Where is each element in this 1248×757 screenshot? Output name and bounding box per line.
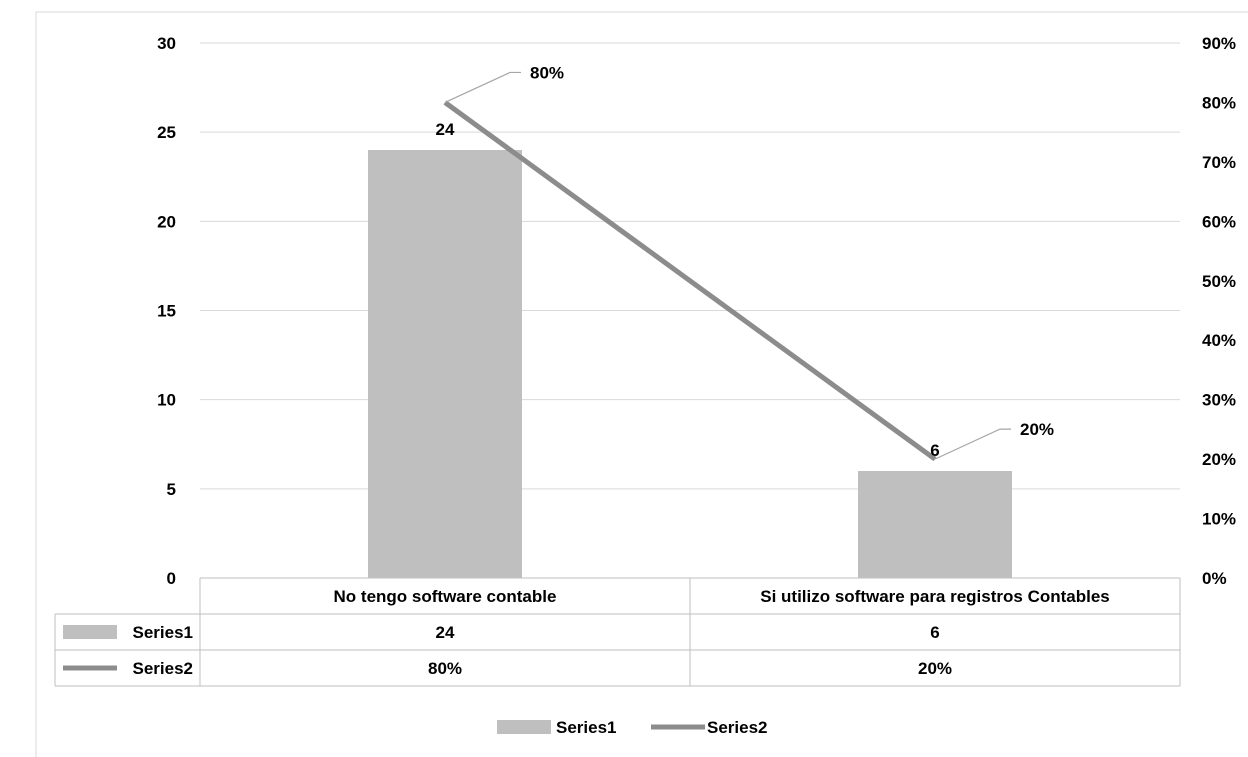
y-right-tick-label: 0% bbox=[1202, 569, 1227, 588]
line-value-label: 80% bbox=[530, 63, 564, 82]
category-label: Si utilizo software para registros Conta… bbox=[760, 587, 1110, 606]
y-right-tick-label: 20% bbox=[1202, 450, 1236, 469]
y-left-tick-label: 0 bbox=[167, 569, 176, 588]
series2-line bbox=[443, 100, 937, 462]
legend-label-series2: Series2 bbox=[707, 718, 768, 737]
table-cell-series1: 24 bbox=[436, 623, 455, 642]
y-axis-right: 0% 10% 20% 30% 40% 50% 60% 70% 80% 90% bbox=[1202, 34, 1236, 588]
y-right-tick-label: 10% bbox=[1202, 510, 1236, 529]
y-right-tick-label: 90% bbox=[1202, 34, 1236, 53]
y-right-tick-label: 50% bbox=[1202, 272, 1236, 291]
y-left-tick-label: 10 bbox=[157, 391, 176, 410]
leader-line bbox=[934, 428, 1011, 460]
table-cell-series2: 80% bbox=[428, 659, 462, 678]
bar bbox=[368, 150, 522, 578]
legend-label-series1: Series1 bbox=[556, 718, 617, 737]
table-cell-series1: 6 bbox=[930, 623, 939, 642]
line-value-label: 20% bbox=[1020, 420, 1054, 439]
table-cell-series2: 20% bbox=[918, 659, 952, 678]
data-table: No tengo software contable 24 80% Si utiliz… bbox=[54, 577, 1181, 687]
y-right-tick-label: 70% bbox=[1202, 153, 1236, 172]
category-label: No tengo software contable bbox=[334, 587, 557, 606]
y-right-tick-label: 80% bbox=[1202, 93, 1236, 112]
y-left-tick-label: 20 bbox=[157, 212, 176, 231]
y-left-tick-label: 30 bbox=[157, 34, 176, 53]
bar-series bbox=[368, 150, 1012, 578]
legend-swatch-series1 bbox=[497, 720, 551, 734]
bar bbox=[858, 471, 1012, 578]
line-series bbox=[443, 100, 937, 462]
y-left-tick-label: 5 bbox=[167, 480, 176, 499]
y-left-tick-label: 25 bbox=[157, 123, 176, 142]
bar-value-label: 6 bbox=[930, 441, 939, 460]
gridlines bbox=[200, 42, 1180, 490]
y-right-tick-label: 40% bbox=[1202, 331, 1236, 350]
bar-value-label: 24 bbox=[436, 120, 455, 139]
legend: Series1 Series2 bbox=[497, 718, 768, 737]
y-right-tick-label: 60% bbox=[1202, 212, 1236, 231]
table-row-header-series1: Series1 bbox=[133, 623, 194, 642]
y-axis-left: 0 5 10 15 20 25 30 bbox=[157, 34, 176, 588]
table-row-header-series2: Series2 bbox=[133, 659, 194, 678]
y-right-tick-label: 30% bbox=[1202, 391, 1236, 410]
y-left-tick-label: 15 bbox=[157, 302, 176, 321]
leader-line bbox=[444, 71, 521, 103]
table-key-series1 bbox=[63, 625, 117, 639]
data-labels: 24 6 80% 20% bbox=[436, 63, 1054, 460]
